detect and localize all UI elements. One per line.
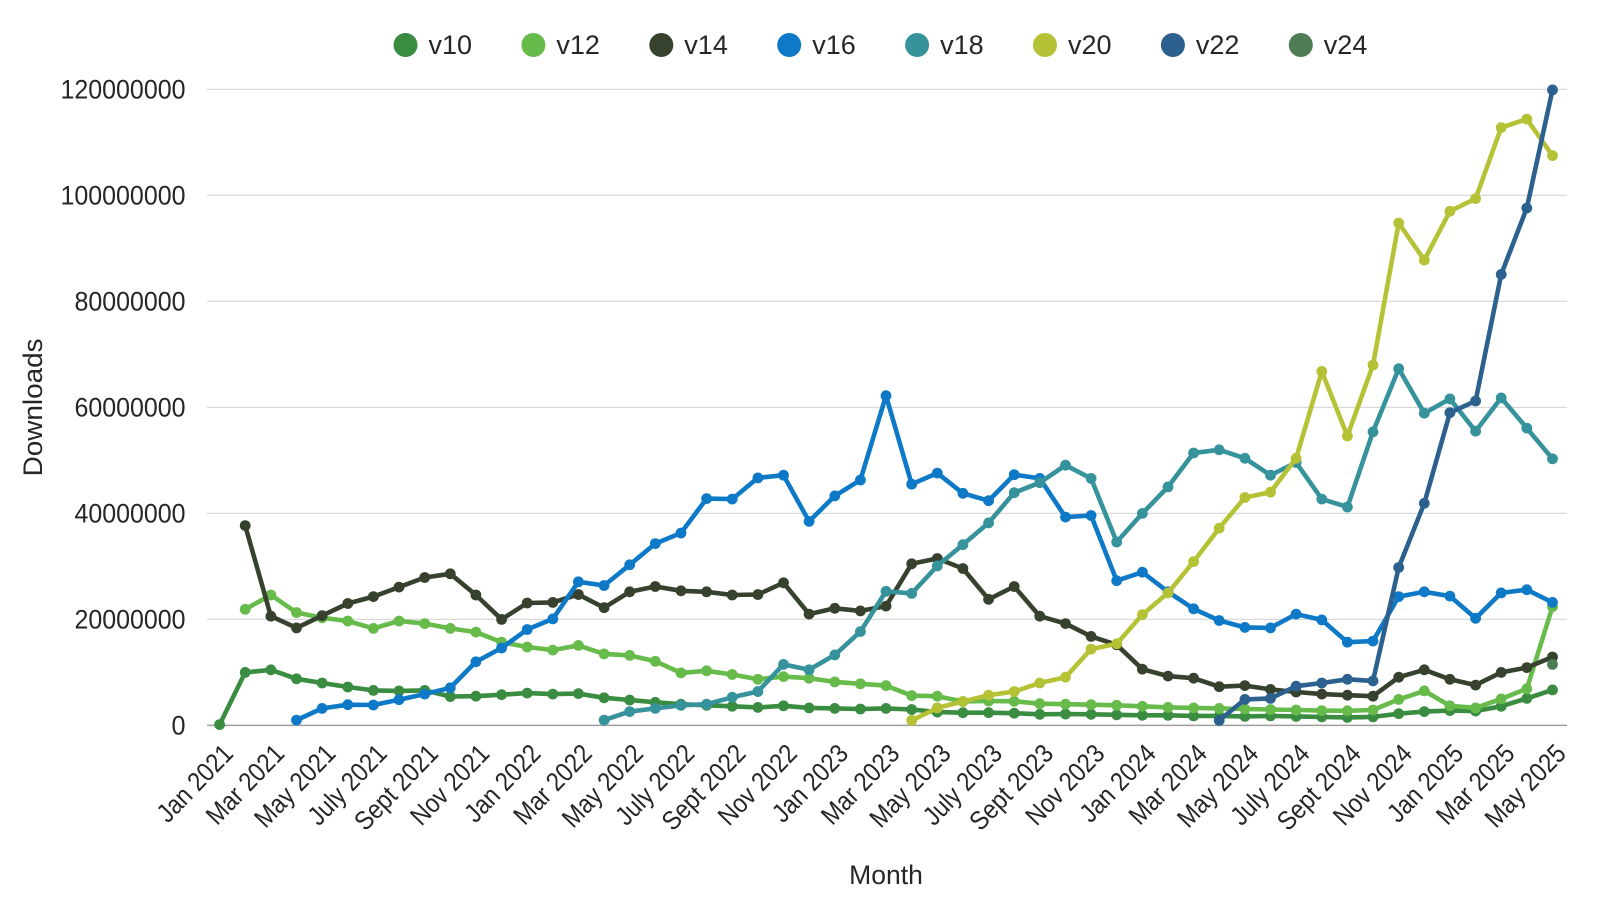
svg-text:v12: v12 [556,30,600,60]
svg-text:v22: v22 [1196,30,1240,60]
svg-text:v24: v24 [1324,30,1368,60]
svg-text:v18: v18 [940,30,984,60]
svg-text:40000000: 40000000 [75,498,186,528]
svg-text:v14: v14 [684,30,728,60]
svg-text:v20: v20 [1068,30,1112,60]
svg-text:Month: Month [849,860,923,890]
svg-text:100000000: 100000000 [61,180,186,210]
svg-text:80000000: 80000000 [75,286,186,316]
svg-text:60000000: 60000000 [75,392,186,422]
svg-text:v16: v16 [812,30,856,60]
svg-text:v10: v10 [429,30,473,60]
svg-text:0: 0 [172,710,186,740]
svg-text:120000000: 120000000 [61,74,186,104]
svg-text:20000000: 20000000 [75,604,186,634]
svg-text:Downloads: Downloads [18,338,48,476]
